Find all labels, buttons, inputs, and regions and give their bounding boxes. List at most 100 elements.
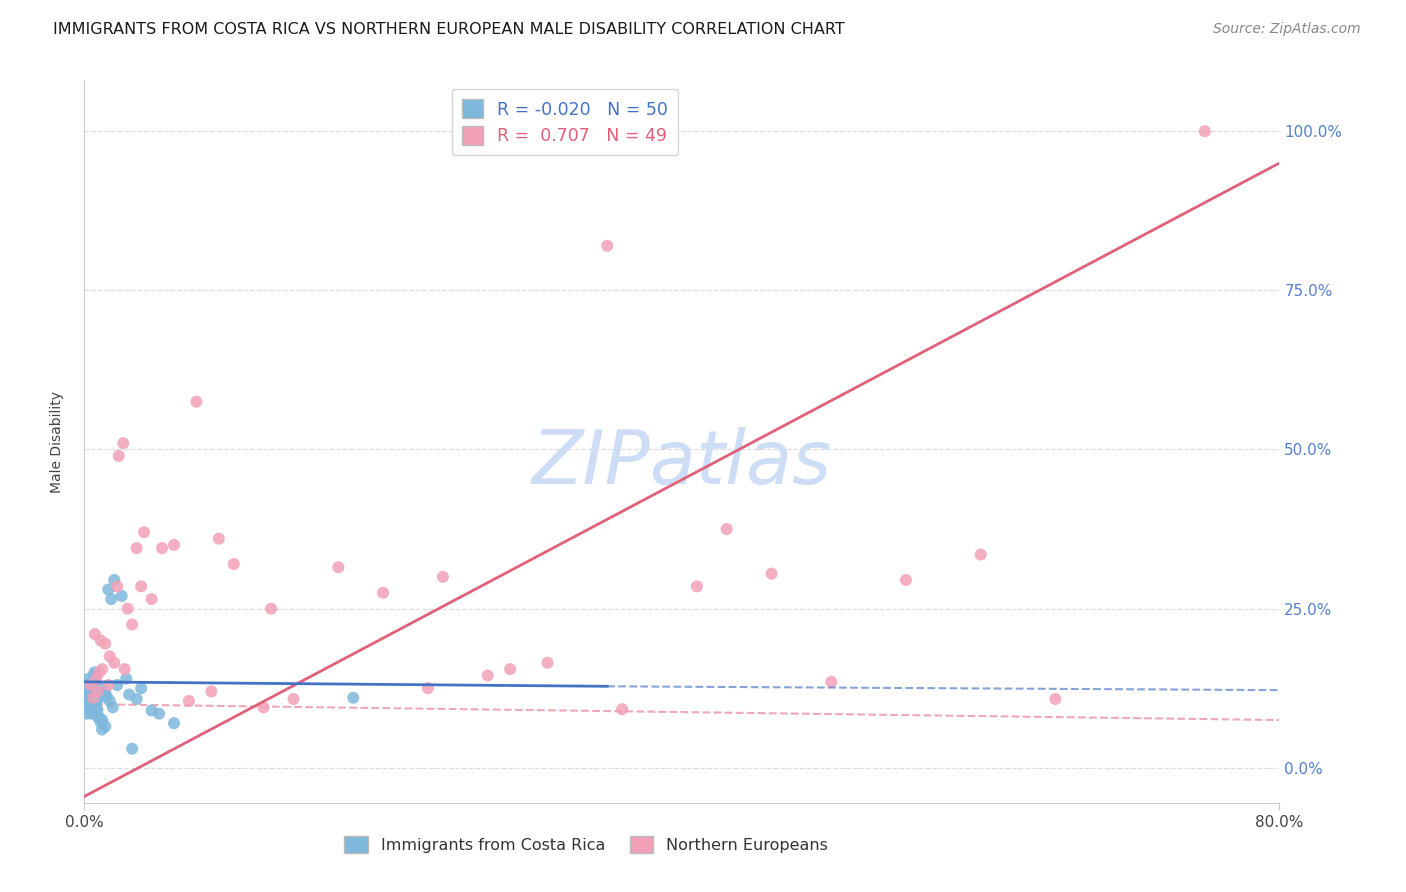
Point <box>163 716 186 731</box>
Point <box>761 566 783 581</box>
Point <box>112 436 135 450</box>
Point <box>208 532 231 546</box>
Point <box>129 579 152 593</box>
Point <box>117 601 139 615</box>
Point <box>87 710 110 724</box>
Point <box>94 719 117 733</box>
Point <box>79 692 101 706</box>
Point <box>716 522 738 536</box>
Point <box>77 700 100 714</box>
Point <box>101 700 124 714</box>
Point <box>89 714 111 729</box>
Point <box>103 656 125 670</box>
Point <box>79 681 101 696</box>
Point <box>342 690 364 705</box>
Point <box>82 690 104 705</box>
Point <box>121 741 143 756</box>
Point <box>76 706 98 721</box>
Point <box>129 681 152 696</box>
Point <box>77 678 100 692</box>
Point <box>141 592 163 607</box>
Point <box>260 601 283 615</box>
Point <box>80 684 103 698</box>
Point <box>90 681 112 696</box>
Point <box>163 538 186 552</box>
Point <box>111 589 134 603</box>
Point <box>89 665 111 680</box>
Point <box>132 525 156 540</box>
Point <box>1045 692 1067 706</box>
Point <box>94 684 117 698</box>
Legend: Immigrants from Costa Rica, Northern Europeans: Immigrants from Costa Rica, Northern Eur… <box>337 830 835 860</box>
Point <box>84 696 107 710</box>
Point <box>103 573 125 587</box>
Point <box>76 697 98 711</box>
Point <box>150 541 173 556</box>
Point <box>98 649 121 664</box>
Point <box>894 573 917 587</box>
Point <box>80 700 103 714</box>
Point <box>373 585 395 599</box>
Point <box>96 690 118 704</box>
Point <box>86 672 108 686</box>
Point <box>79 678 101 692</box>
Point <box>83 668 105 682</box>
Point <box>82 684 104 698</box>
Point <box>820 674 842 689</box>
Point <box>107 449 129 463</box>
Point <box>596 239 619 253</box>
Point <box>432 570 454 584</box>
Point <box>612 702 634 716</box>
Point <box>77 672 100 686</box>
Point <box>222 557 245 571</box>
Point <box>100 592 122 607</box>
Point <box>186 394 208 409</box>
Point <box>1194 124 1216 138</box>
Point <box>91 723 114 737</box>
Point <box>121 617 143 632</box>
Y-axis label: Male Disability: Male Disability <box>49 391 63 492</box>
Point <box>98 694 121 708</box>
Point <box>87 710 110 724</box>
Text: IMMIGRANTS FROM COSTA RICA VS NORTHERN EUROPEAN MALE DISABILITY CORRELATION CHAR: IMMIGRANTS FROM COSTA RICA VS NORTHERN E… <box>53 22 845 37</box>
Point <box>93 688 115 702</box>
Point <box>97 582 120 597</box>
Point <box>114 662 136 676</box>
Text: ZIPatlas: ZIPatlas <box>531 427 832 500</box>
Point <box>87 684 110 698</box>
Point <box>148 706 170 721</box>
Point <box>253 700 276 714</box>
Point <box>80 706 103 721</box>
Point <box>118 688 141 702</box>
Point <box>75 684 97 698</box>
Point <box>283 692 305 706</box>
Point <box>177 694 200 708</box>
Point <box>76 688 98 702</box>
Point <box>82 674 104 689</box>
Point <box>86 704 108 718</box>
Point <box>79 694 101 708</box>
Point <box>970 548 993 562</box>
Point <box>328 560 350 574</box>
Point <box>91 713 114 727</box>
Point <box>499 662 522 676</box>
Point <box>86 702 108 716</box>
Text: Source: ZipAtlas.com: Source: ZipAtlas.com <box>1213 22 1361 37</box>
Point <box>91 662 114 676</box>
Point <box>115 672 138 686</box>
Point <box>94 637 117 651</box>
Point <box>416 681 439 696</box>
Point <box>90 633 112 648</box>
Point <box>97 678 120 692</box>
Point <box>83 665 105 680</box>
Point <box>82 690 104 705</box>
Point <box>125 692 148 706</box>
Point <box>105 678 128 692</box>
Point <box>477 668 499 682</box>
Point <box>84 694 107 708</box>
Point <box>83 627 105 641</box>
Point <box>141 704 163 718</box>
Point <box>536 656 558 670</box>
Point <box>686 579 709 593</box>
Point <box>200 684 222 698</box>
